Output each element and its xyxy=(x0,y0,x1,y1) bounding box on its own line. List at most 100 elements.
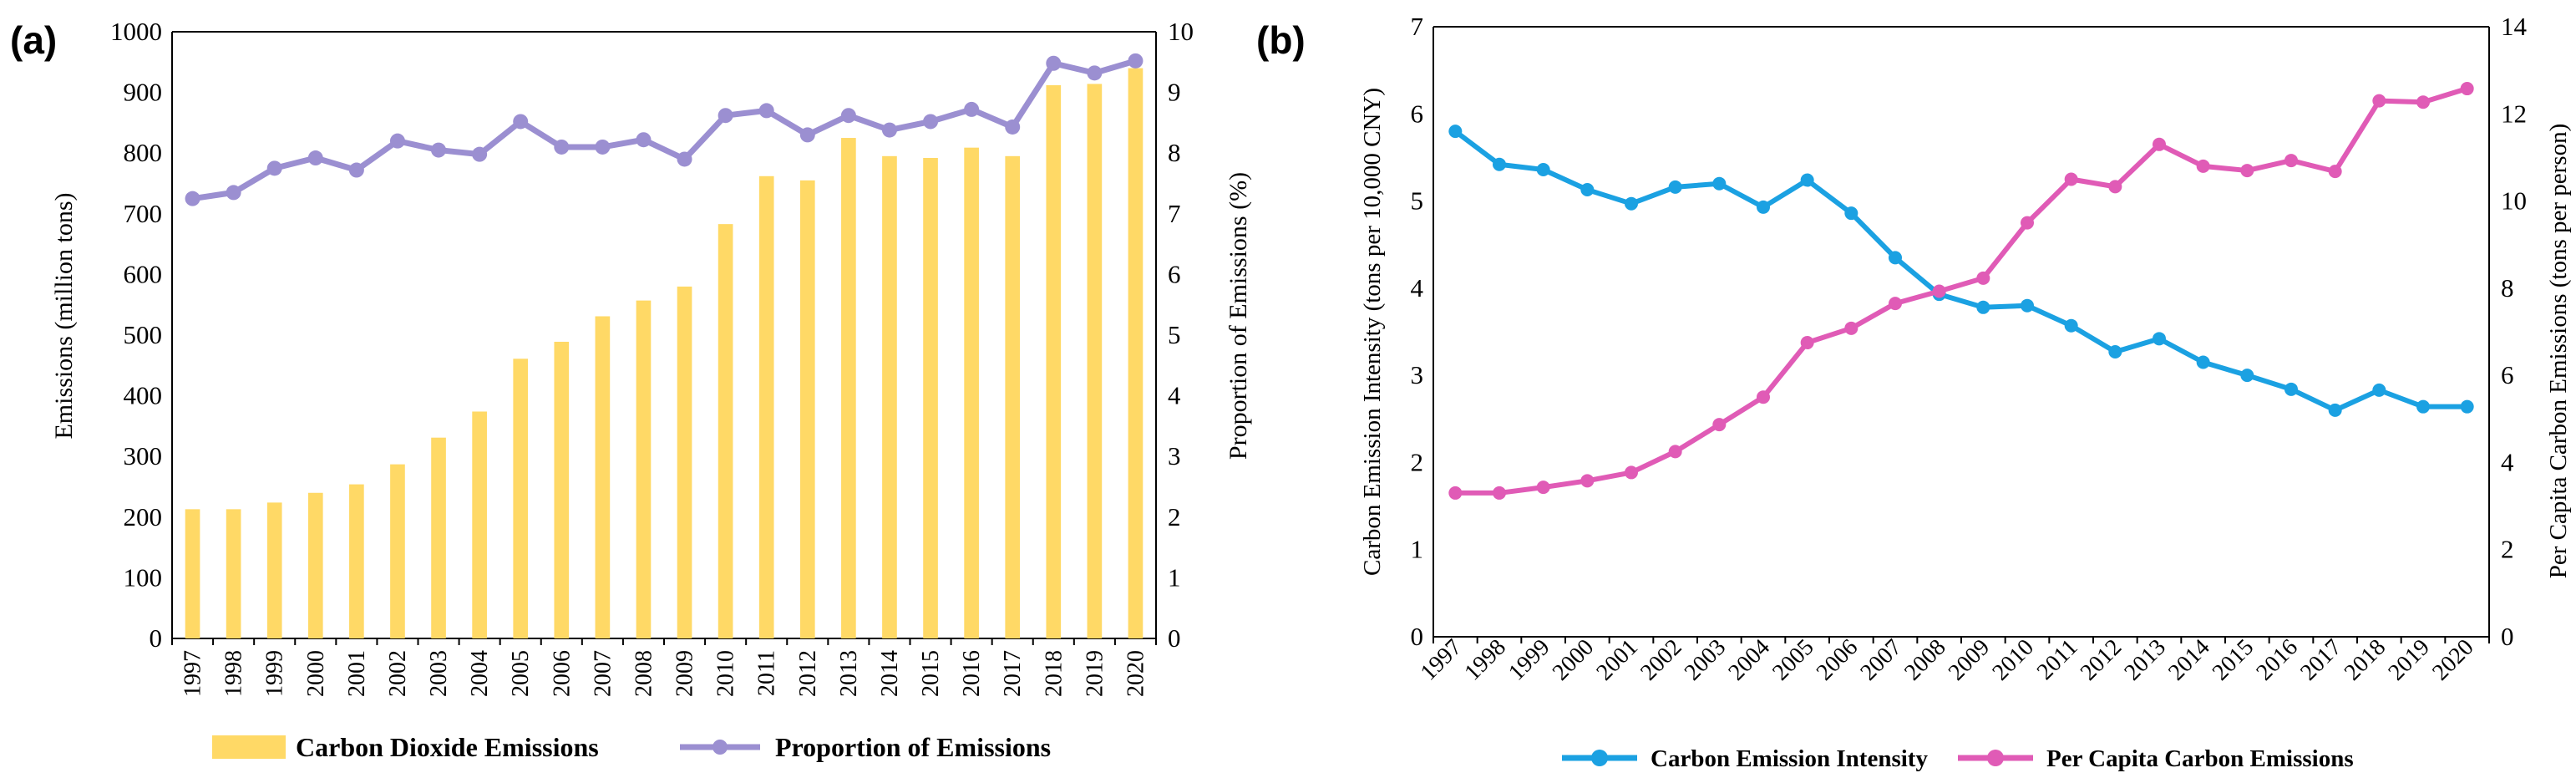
bar-1998 xyxy=(226,509,241,638)
x-tick-label: 2000 xyxy=(1548,634,1600,686)
point-0-2020 xyxy=(2460,399,2474,414)
y2-tick-label: 8 xyxy=(1168,138,1181,167)
x-tick-label: 2005 xyxy=(508,650,534,697)
panel-a-y2-axis-label: Proportion of Emissions (%) xyxy=(1225,172,1252,460)
legend-marker-proportion xyxy=(712,740,728,755)
x-tick-label: 2020 xyxy=(1123,650,1149,697)
point-1-2016 xyxy=(2284,154,2298,168)
panel-a-y-axis-label: Emissions (million tons) xyxy=(50,192,78,439)
bar-2000 xyxy=(307,492,323,638)
y2-tick-label: 2 xyxy=(1168,502,1181,531)
x-tick-label: 2012 xyxy=(2076,634,2127,686)
x-tick-label: 2013 xyxy=(2119,634,2171,686)
point-1-2013 xyxy=(2153,137,2166,151)
point-1-2001 xyxy=(1625,465,1638,480)
y-tick-label: 400 xyxy=(124,381,163,410)
x-tick-label: 2003 xyxy=(426,650,452,697)
y-tick-label: 900 xyxy=(124,78,163,107)
x-tick-label: 2008 xyxy=(1899,634,1951,686)
point-0-2012 xyxy=(2108,344,2122,358)
x-tick-label: 2018 xyxy=(2340,634,2391,686)
point-0-2006 xyxy=(1844,206,1858,221)
point-0-2002 xyxy=(1668,180,1682,194)
y-tick-label: 300 xyxy=(124,441,163,470)
y-tick-label: 1000 xyxy=(110,17,162,46)
bar-2015 xyxy=(923,158,938,638)
legend-swatch-co2-bars xyxy=(212,735,286,759)
point-1-2019 xyxy=(1087,65,1103,81)
x-tick-label: 1999 xyxy=(1504,634,1555,686)
x-tick-label: 2013 xyxy=(836,650,862,697)
point-1-2010 xyxy=(2021,216,2034,230)
y-tick-label: 5 xyxy=(1411,186,1424,216)
point-1-2011 xyxy=(758,103,774,119)
point-0-2015 xyxy=(2240,369,2254,383)
point-1-2014 xyxy=(2196,159,2210,173)
point-1-2007 xyxy=(1889,297,1902,311)
point-0-2003 xyxy=(1712,176,1727,191)
point-0-2007 xyxy=(1889,251,1902,265)
bar-2016 xyxy=(964,147,979,638)
y2-tick-label: 0 xyxy=(2501,622,2514,651)
legend-marker-intensity xyxy=(1591,750,1608,766)
bar-1997 xyxy=(185,509,200,638)
y2-tick-label: 9 xyxy=(1168,78,1181,107)
point-1-2015 xyxy=(2240,164,2254,178)
y-tick-label: 700 xyxy=(124,199,163,228)
x-tick-label: 2020 xyxy=(2427,634,2479,686)
x-tick-label: 2007 xyxy=(590,650,616,697)
x-tick-label: 2003 xyxy=(1680,634,1732,686)
panel-b: (b) 012345670246810121419971998199920002… xyxy=(1256,12,2572,772)
panel-a-plot-area: 0 100 200 300 400 500 600 700 800 900 1000 0 1 2 3 4 5 6 7… xyxy=(110,17,1194,697)
point-1-1998 xyxy=(1493,486,1506,500)
point-1-2017 xyxy=(2328,165,2342,179)
panel-a-label: (a) xyxy=(10,18,57,62)
point-1-2020 xyxy=(1128,53,1143,69)
panel-a: (a) 0 100 200 300 400 500 600 700 800 900 1000 0 1 2 3… xyxy=(10,17,1252,762)
point-1-1998 xyxy=(226,185,241,201)
panel-b-legend: Carbon Emission Intensity Per Capita Car… xyxy=(1562,745,2354,772)
bar-2020 xyxy=(1128,68,1143,638)
bar-2017 xyxy=(1005,155,1021,638)
x-tick-label: 2006 xyxy=(1812,634,1864,686)
bar-2007 xyxy=(595,316,611,638)
legend-label-intensity: Carbon Emission Intensity xyxy=(1651,745,1928,772)
bar-2003 xyxy=(431,437,446,638)
y2-tick-label: 10 xyxy=(2501,186,2527,216)
x-tick-label: 2018 xyxy=(1041,650,1067,697)
point-1-2019 xyxy=(2416,95,2430,109)
x-tick-label: 2004 xyxy=(1723,634,1775,686)
x-tick-label: 2010 xyxy=(1987,634,2039,686)
x-tick-label: 2019 xyxy=(1082,650,1108,697)
bar-2005 xyxy=(513,358,529,638)
point-1-2017 xyxy=(1005,119,1021,135)
bar-2019 xyxy=(1087,84,1103,639)
x-tick-label: 2019 xyxy=(2383,634,2435,686)
point-1-1997 xyxy=(185,191,200,206)
y-tick-label: 7 xyxy=(1411,12,1424,41)
x-tick-label: 2001 xyxy=(1591,634,1643,686)
point-1-2002 xyxy=(389,133,405,149)
point-1-2001 xyxy=(348,162,364,178)
legend-marker-per-capita xyxy=(1987,750,2004,766)
y2-tick-label: 10 xyxy=(1168,17,1194,46)
x-tick-label: 1999 xyxy=(262,650,288,697)
x-tick-label: 2009 xyxy=(1944,634,1995,686)
bar-2010 xyxy=(718,224,733,638)
point-0-2004 xyxy=(1757,200,1770,214)
point-1-2006 xyxy=(1844,321,1858,335)
y2-tick-label: 6 xyxy=(1168,259,1181,288)
point-1-2009 xyxy=(1976,271,1990,285)
y-tick-label: 0 xyxy=(150,623,163,653)
point-1-2010 xyxy=(718,108,733,124)
bar-2006 xyxy=(554,341,570,638)
point-1-2004 xyxy=(1757,390,1770,404)
bar-2013 xyxy=(841,138,856,639)
bar-2011 xyxy=(758,175,774,639)
point-1-2009 xyxy=(677,151,692,167)
y-tick-label: 3 xyxy=(1411,360,1424,389)
y-tick-label: 4 xyxy=(1411,273,1424,303)
y-tick-label: 6 xyxy=(1411,99,1424,128)
x-tick-label: 2012 xyxy=(795,650,821,697)
y2-tick-label: 7 xyxy=(1168,199,1181,228)
